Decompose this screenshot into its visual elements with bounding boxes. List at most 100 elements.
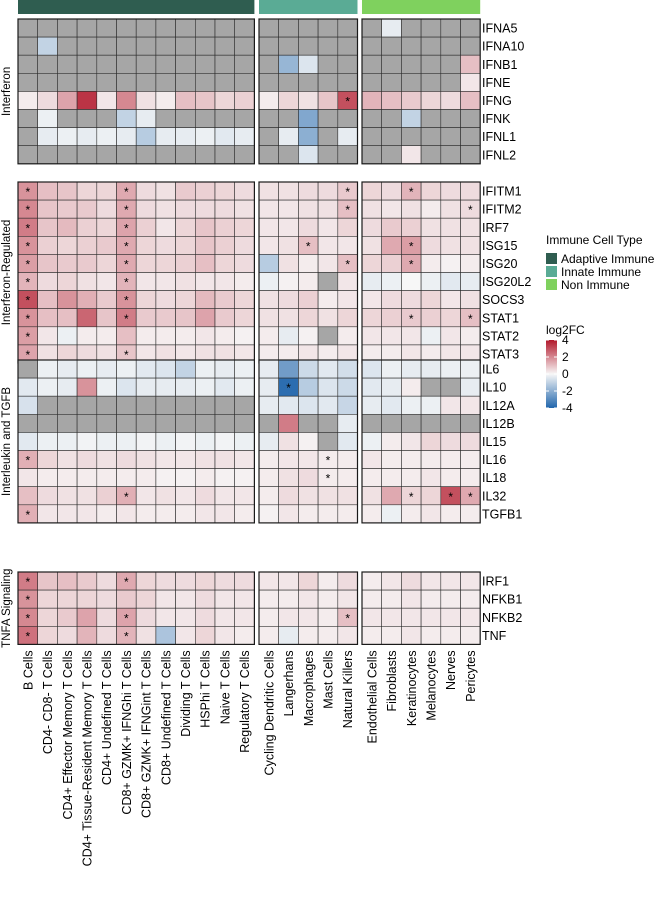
row-label: NFKB1 — [482, 593, 522, 607]
row-label: IL15 — [482, 435, 506, 449]
heatmap-cell — [298, 395, 319, 415]
heatmap-cell — [214, 290, 236, 310]
heatmap-cell — [361, 486, 383, 506]
heatmap-cell — [135, 468, 157, 488]
heatmap-cell — [214, 468, 236, 488]
significance-marker: * — [26, 257, 31, 271]
heatmap-cell — [420, 395, 442, 415]
heatmap-cell — [317, 625, 339, 645]
heatmap-cell — [401, 127, 422, 146]
heatmap-cell — [298, 127, 319, 146]
heatmap-cell — [135, 450, 157, 469]
heatmap-cell — [298, 73, 319, 92]
heatmap-cell — [420, 18, 442, 38]
heatmap-cell — [135, 486, 157, 506]
heatmap-cell — [96, 504, 117, 524]
heatmap-cell — [460, 145, 481, 165]
heatmap-cell — [420, 36, 442, 56]
block-outline — [361, 18, 481, 165]
heatmap-cell — [76, 308, 98, 328]
heatmap-cell — [337, 236, 358, 255]
significance-marker: * — [124, 490, 129, 504]
heatmap-cell — [258, 486, 280, 506]
heatmap-cell — [298, 486, 319, 506]
heatmap-cell — [258, 109, 280, 128]
heatmap-cell — [278, 625, 299, 645]
heatmap-cell — [76, 145, 98, 165]
heatmap-cell — [135, 36, 157, 56]
heatmap-cell — [175, 468, 196, 488]
heatmap-cell — [420, 486, 442, 506]
heatmap-cell — [37, 486, 58, 506]
heatmap-cell — [258, 290, 280, 310]
heatmap-cell — [278, 290, 299, 310]
heatmap-cell — [57, 432, 78, 451]
heatmap-cell — [234, 395, 255, 415]
column-label: Naive T Cells — [218, 650, 232, 724]
heatmap-cell — [420, 571, 442, 591]
heatmap-cell — [135, 272, 157, 291]
heatmap-cell — [96, 272, 117, 291]
heatmap-cell — [258, 326, 280, 346]
column-label: CD8+ GZMK+ IFNGint T Cells — [140, 650, 154, 818]
heatmap-cell — [381, 73, 402, 92]
heatmap-cell — [381, 395, 402, 415]
heatmap-cell — [96, 377, 117, 397]
column-group-bar — [18, 0, 255, 14]
significance-marker: * — [345, 611, 350, 625]
heatmap-cell — [278, 468, 299, 488]
column-label: Pericytes — [464, 650, 478, 701]
heatmap-cell — [258, 571, 280, 591]
heatmap-cell — [337, 571, 358, 591]
heatmap-cell — [361, 395, 383, 415]
significance-marker: * — [26, 294, 31, 308]
heatmap-cell — [96, 359, 117, 379]
significance-marker: * — [326, 454, 331, 468]
heatmap-cell — [96, 18, 117, 38]
heatmap-cell — [440, 377, 461, 397]
column-label: Natural Killers — [341, 650, 355, 728]
heatmap-cell — [258, 18, 280, 38]
heatmap-cell — [258, 217, 280, 237]
significance-marker: * — [345, 94, 350, 108]
heatmap-cell — [175, 290, 196, 310]
heatmap-cell — [234, 607, 255, 627]
heatmap-cell — [76, 432, 98, 451]
heatmap-cell — [317, 54, 339, 74]
heatmap-cell — [440, 54, 461, 74]
heatmap-cell — [96, 450, 117, 469]
heatmap-cell — [175, 326, 196, 346]
heatmap-cell — [195, 73, 216, 92]
heatmap-cell — [155, 272, 176, 291]
heatmap-cell — [460, 109, 481, 128]
heatmap-cell — [57, 145, 78, 165]
block-outline — [17, 571, 255, 646]
heatmap-cell — [234, 145, 255, 165]
heatmap-cell — [76, 236, 98, 255]
heatmap-cell — [175, 181, 196, 201]
heatmap-cell — [234, 504, 255, 524]
heatmap-cell — [234, 326, 255, 346]
heatmap-cell — [37, 326, 58, 346]
heatmap-cell — [440, 181, 461, 201]
heatmap-cell — [116, 432, 137, 451]
heatmap-cell — [420, 504, 442, 524]
heatmap-cell — [76, 589, 98, 609]
heatmap-cell — [116, 36, 137, 56]
heatmap-cell — [381, 254, 402, 273]
heatmap-cell — [381, 359, 402, 379]
heatmap-cell — [175, 504, 196, 524]
heatmap-cell — [175, 127, 196, 146]
heatmap-cell — [17, 395, 39, 415]
heatmap-cell — [460, 272, 481, 291]
heatmap-cell — [195, 18, 216, 38]
heatmap-cell — [401, 145, 422, 165]
heatmap-cell — [37, 308, 58, 328]
heatmap-cell — [440, 308, 461, 328]
heatmap-cell — [155, 571, 176, 591]
heatmap-cell — [96, 589, 117, 609]
row-label: IFITM2 — [482, 203, 522, 217]
heatmap-cell — [96, 468, 117, 488]
heatmap-cell — [175, 199, 196, 219]
heatmap-cell — [116, 326, 137, 346]
